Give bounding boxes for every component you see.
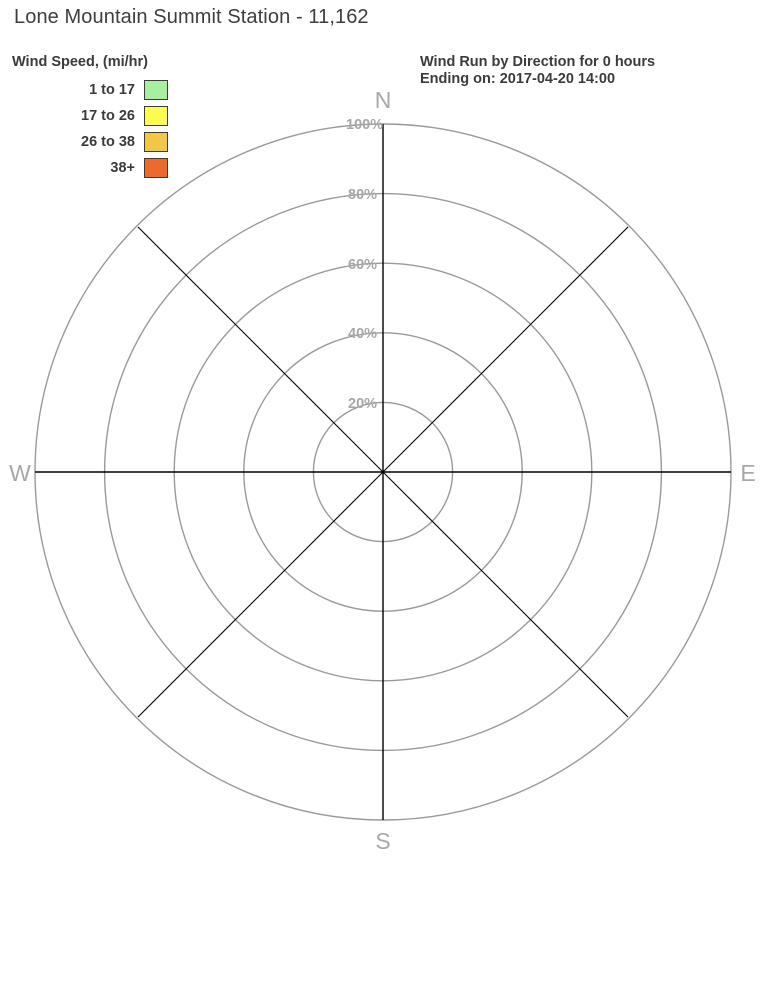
radial-tick-20: 20% [348, 396, 377, 412]
compass-label-north: N [375, 87, 392, 113]
page-title: Lone Mountain Summit Station - 11,162 [14, 6, 369, 28]
angular-spokes [35, 124, 731, 820]
radial-tick-60: 60% [348, 257, 377, 273]
legend-title: Wind Speed, (mi/hr) [12, 54, 149, 70]
compass-label-east: E [740, 460, 755, 486]
compass-labels: N E S W [9, 87, 756, 854]
legend-item-38-plus: 38+ [12, 155, 168, 181]
compass-label-west: W [9, 460, 31, 486]
legend-item-label: 38+ [110, 160, 135, 176]
legend-item-label: 26 to 38 [81, 134, 135, 150]
legend-item-26-to-38: 26 to 38 [12, 129, 168, 155]
legend-color-swatch [144, 80, 168, 100]
legend-item-1-to-17: 1 to 17 [12, 77, 168, 103]
spoke-northeast-southwest [137, 226, 629, 718]
legend-item-label: 1 to 17 [89, 82, 135, 98]
legend-color-swatch [144, 106, 168, 126]
legend-color-swatch [144, 158, 168, 178]
legend-color-swatch [144, 132, 168, 152]
chart-subtitle-line-1: Wind Run by Direction for 0 hours [420, 54, 656, 70]
legend-item-17-to-26: 17 to 26 [12, 103, 168, 129]
legend-item-label: 17 to 26 [81, 108, 135, 124]
radial-tick-80: 80% [348, 187, 377, 203]
chart-subtitle-block: Wind Run by Direction for 0 hours Ending… [420, 54, 655, 88]
wind-speed-legend: Wind Speed, (mi/hr) 1 to 17 17 to 26 26 … [12, 54, 242, 181]
compass-label-south: S [375, 828, 390, 854]
radial-tick-40: 40% [348, 326, 377, 342]
chart-subtitle-line-2: Ending on: 2017-04-20 14:00 [420, 71, 616, 87]
radial-tick-100: 100% [346, 117, 383, 133]
radial-tick-labels: 100% 80% 60% 40% 20% [346, 117, 383, 412]
